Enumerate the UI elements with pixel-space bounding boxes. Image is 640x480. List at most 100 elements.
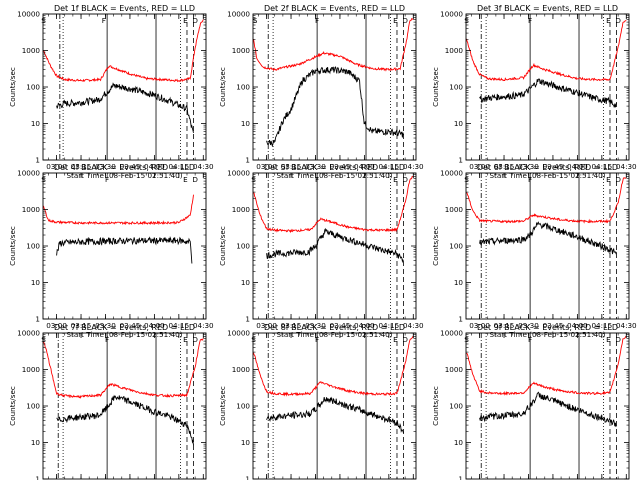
x-axis-label: Start Time (08-Feb-15 02:51:40) bbox=[489, 330, 605, 339]
x-tick-label: 04:15 bbox=[378, 321, 399, 330]
y-tick-label: 100 bbox=[449, 83, 463, 92]
plot-frame bbox=[252, 172, 417, 320]
x-tick-label: 03:15 bbox=[71, 321, 92, 330]
event-mark-F: F bbox=[105, 175, 109, 184]
y-tick-label: 10000 bbox=[440, 10, 463, 19]
y-tick-label: 1000 bbox=[445, 46, 464, 55]
x-tick-label: 03:30 bbox=[95, 321, 116, 330]
plot-frame bbox=[465, 13, 630, 161]
panel-title: Det 3f BLACK = Events, RED = LLD bbox=[477, 4, 618, 13]
panel-8: Det 8f BLACK = Events, RED = LLD 1 10 100 10… bbox=[218, 323, 417, 480]
panel-title: Det 5f BLACK = Events, RED = LLD bbox=[264, 163, 405, 172]
x-tick-label: 03:30 bbox=[305, 162, 326, 171]
x-tick-label: 03:15 bbox=[494, 321, 515, 330]
y-tick-label: 1000 bbox=[232, 365, 251, 374]
series-lld bbox=[253, 18, 414, 72]
panel-4: Det 4f BLACK = Events, RED = LLD 1 10 100 10… bbox=[8, 163, 214, 339]
panel-1: Det 1f BLACK = Events, RED = LLD 1 10 100 10… bbox=[8, 4, 214, 180]
series-events bbox=[266, 227, 404, 264]
x-axis-label: Start Time (08-Feb-15 02:51:40) bbox=[276, 330, 392, 339]
x-tick-label: 04:30 bbox=[616, 321, 637, 330]
y-axis-label: Counts/sec bbox=[218, 67, 227, 107]
x-tick-label: 04:15 bbox=[591, 321, 612, 330]
y-axis-label: Counts/sec bbox=[431, 226, 440, 266]
event-mark-E: E bbox=[606, 335, 611, 344]
y-tick-label: 10000 bbox=[227, 329, 250, 338]
y-tick-label: 10000 bbox=[17, 169, 40, 178]
x-tick-label: 03:45 bbox=[330, 321, 351, 330]
event-mark-F: F bbox=[102, 16, 106, 25]
panel-title: Det 2f BLACK = Events, RED = LLD bbox=[264, 4, 405, 13]
y-tick-label: 10 bbox=[241, 119, 251, 128]
plot-frame bbox=[42, 332, 207, 480]
y-tick-label: 1 bbox=[458, 156, 463, 165]
x-tick-label: 03:00 bbox=[469, 162, 490, 171]
y-tick-label: 100 bbox=[26, 83, 40, 92]
y-axis-label: Counts/sec bbox=[218, 386, 227, 426]
x-tick-label: 04:30 bbox=[403, 321, 424, 330]
x-tick-label: 03:45 bbox=[330, 162, 351, 171]
series-events bbox=[266, 396, 404, 434]
x-tick-label: 03:30 bbox=[518, 321, 539, 330]
y-tick-label: 100 bbox=[26, 242, 40, 251]
series-lld bbox=[43, 19, 204, 83]
event-mark-E: E bbox=[606, 16, 611, 25]
series-lld bbox=[466, 335, 627, 396]
panel-title: Det 6f BLACK = Events, RED = LLD bbox=[477, 163, 618, 172]
series-lld bbox=[43, 338, 204, 399]
y-tick-label: 1 bbox=[458, 475, 463, 480]
x-axis-label: Start Time (08-Feb-15 02:51:40) bbox=[489, 171, 605, 180]
event-mark-D: D bbox=[615, 175, 621, 184]
x-tick-label: 03:00 bbox=[256, 321, 277, 330]
y-axis-label: Counts/sec bbox=[8, 386, 17, 426]
y-tick-label: 10000 bbox=[440, 169, 463, 178]
series-events bbox=[56, 236, 193, 264]
event-mark-E: E bbox=[393, 175, 398, 184]
y-tick-label: 10000 bbox=[440, 329, 463, 338]
event-mark-S: S bbox=[464, 175, 469, 184]
event-mark-E: E bbox=[183, 16, 188, 25]
event-mark-D: D bbox=[615, 335, 621, 344]
event-mark-E: E bbox=[606, 175, 611, 184]
event-mark-S: S bbox=[253, 16, 258, 25]
y-tick-label: 100 bbox=[236, 402, 250, 411]
x-tick-label: 04:00 bbox=[144, 321, 165, 330]
panel-title: Det 9f BLACK = Events, RED = LLD bbox=[477, 323, 618, 332]
x-tick-label: 04:00 bbox=[144, 162, 165, 171]
series-events bbox=[479, 78, 617, 108]
y-tick-label: 100 bbox=[236, 242, 250, 251]
event-mark-F: F bbox=[315, 16, 319, 25]
series-lld bbox=[466, 20, 627, 82]
x-tick-label: 03:00 bbox=[469, 321, 490, 330]
series-lld bbox=[466, 177, 627, 224]
y-tick-label: 1000 bbox=[445, 205, 464, 214]
y-tick-label: 10 bbox=[454, 119, 464, 128]
event-mark-E: E bbox=[393, 16, 398, 25]
panel-9: Det 9f BLACK = Events, RED = LLD 1 10 100 10… bbox=[431, 323, 630, 480]
x-axis-label: Start Time (08-Feb-15 02:51:40) bbox=[66, 330, 182, 339]
event-mark-D: D bbox=[192, 175, 198, 184]
panel-title: Det 8f BLACK = Events, RED = LLD bbox=[264, 323, 405, 332]
event-mark-S: S bbox=[41, 16, 46, 25]
event-mark-D: D bbox=[615, 16, 621, 25]
x-tick-label: 04:30 bbox=[616, 162, 637, 171]
event-mark-S: S bbox=[251, 175, 256, 184]
event-mark-F: F bbox=[528, 335, 532, 344]
x-tick-label: 04:30 bbox=[193, 162, 214, 171]
x-tick-label: 03:45 bbox=[120, 321, 141, 330]
y-tick-label: 1 bbox=[35, 315, 40, 324]
panel-5: Det 5f BLACK = Events, RED = LLD 1 10 100 10… bbox=[218, 163, 424, 339]
x-tick-label: 03:30 bbox=[518, 162, 539, 171]
x-tick-label: 04:15 bbox=[591, 162, 612, 171]
series-events bbox=[479, 221, 617, 255]
x-tick-label: 03:00 bbox=[46, 321, 67, 330]
event-mark-E: E bbox=[183, 175, 188, 184]
panel-6: Det 6f BLACK = Events, RED = LLD 1 10 100 10… bbox=[431, 163, 637, 339]
event-mark-D: D bbox=[192, 16, 198, 25]
x-tick-label: 03:45 bbox=[543, 162, 564, 171]
x-tick-label: 04:15 bbox=[168, 162, 189, 171]
y-tick-label: 1 bbox=[245, 156, 250, 165]
x-tick-label: 04:15 bbox=[378, 162, 399, 171]
x-tick-label: 04:15 bbox=[168, 321, 189, 330]
